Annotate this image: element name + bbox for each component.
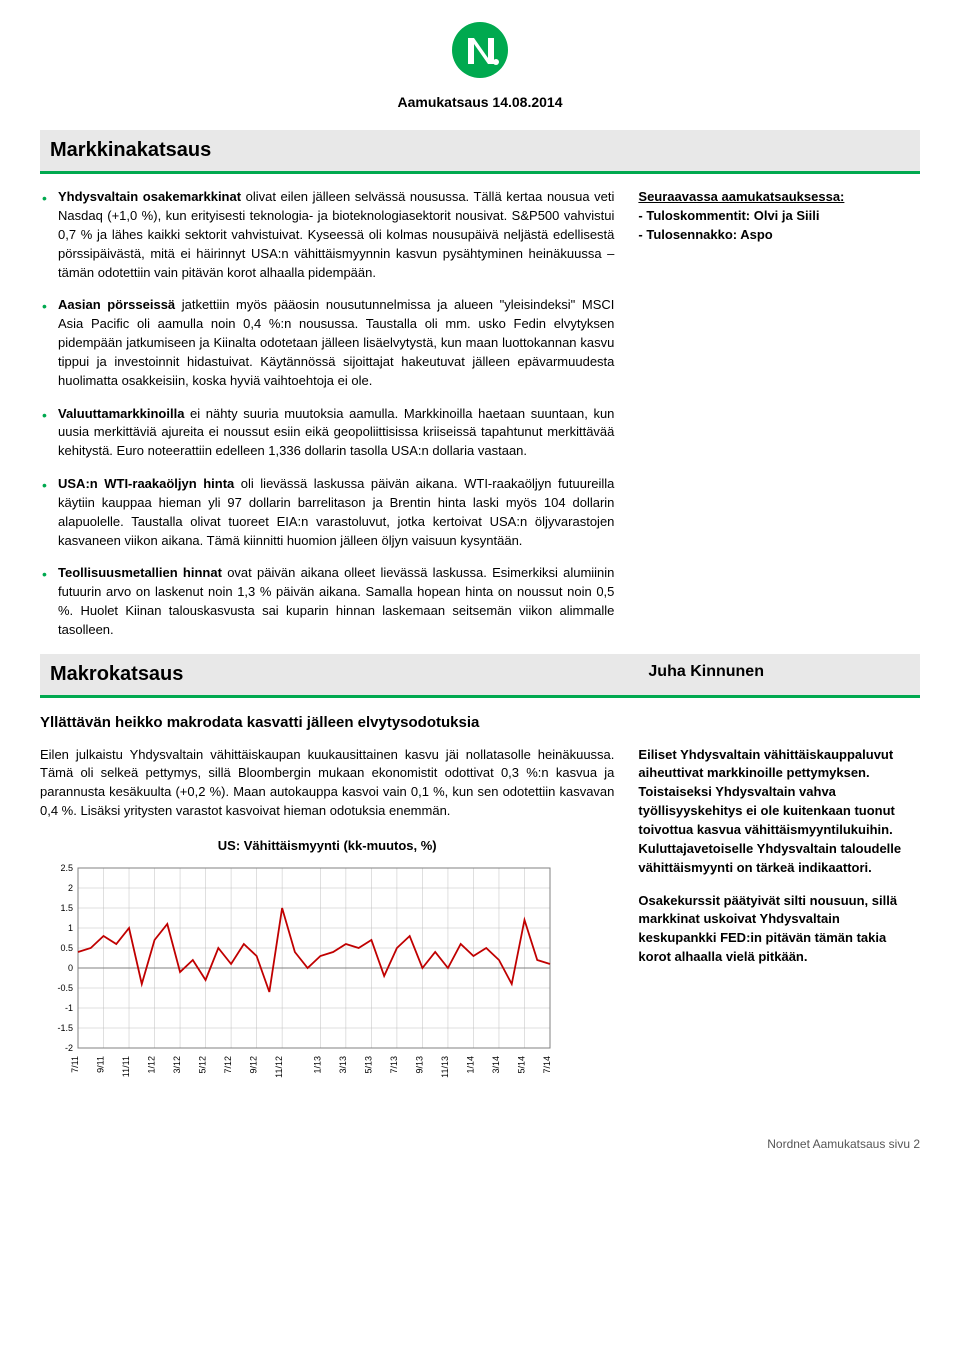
section2-side-p1: Eiliset Yhdysvaltain vähittäiskauppaluvu…: [638, 746, 920, 878]
author-name: Juha Kinnunen: [638, 654, 920, 698]
market-bullet-item: Teollisuusmetallien hinnat ovat päivän a…: [40, 564, 614, 639]
sidebar-line: - Tulosennakko: Aspo: [638, 226, 920, 245]
market-bullet-item: Valuuttamarkkinoilla ei nähty suuria muu…: [40, 405, 614, 462]
brand-logo: [40, 20, 920, 86]
svg-text:11/13: 11/13: [440, 1056, 450, 1078]
section2-side-p2: Osakekurssit päätyivät silti nousuun, si…: [638, 892, 920, 967]
sidebar-heading: Seuraavassa aamukatsauksessa:: [638, 188, 920, 207]
page-footer: Nordnet Aamukatsaus sivu 2: [40, 1136, 920, 1153]
svg-text:-1: -1: [65, 1003, 73, 1013]
nordnet-logo-icon: [450, 20, 510, 80]
svg-text:-1.5: -1.5: [57, 1023, 73, 1033]
section2-header-row: Makrokatsaus Juha Kinnunen: [40, 654, 920, 698]
section-makrokatsaus-header: Makrokatsaus: [40, 654, 638, 698]
document-date: Aamukatsaus 14.08.2014: [40, 92, 920, 112]
svg-text:7/14: 7/14: [542, 1056, 552, 1074]
svg-text:7/11: 7/11: [70, 1056, 80, 1073]
svg-text:1/12: 1/12: [147, 1056, 157, 1074]
svg-text:-2: -2: [65, 1043, 73, 1053]
svg-text:1/14: 1/14: [465, 1056, 475, 1074]
market-bullet-item: Aasian pörsseissä jatkettiin myös pääosi…: [40, 296, 614, 390]
market-bullet-item: Yhdysvaltain osakemarkkinat olivat eilen…: [40, 188, 614, 282]
market-bullet-item: USA:n WTI-raakaöljyn hinta oli lievässä …: [40, 475, 614, 550]
section1-body: Yhdysvaltain osakemarkkinat olivat eilen…: [40, 188, 920, 654]
svg-text:2: 2: [68, 883, 73, 893]
chart-title: US: Vähittäismyynti (kk-muutos, %): [40, 837, 614, 856]
svg-text:1.5: 1.5: [60, 903, 73, 913]
section2-main-para: Eilen julkaistu Yhdysvaltain vähittäiska…: [40, 746, 614, 821]
svg-text:9/13: 9/13: [414, 1056, 424, 1074]
svg-text:2.5: 2.5: [60, 863, 73, 873]
section2-sidebar: Eiliset Yhdysvaltain vähittäiskauppaluvu…: [638, 746, 920, 1106]
svg-text:5/14: 5/14: [516, 1056, 526, 1074]
svg-text:7/13: 7/13: [389, 1056, 399, 1074]
retail-chart-svg: -2 -1.5 -1 -0.5 0 0.5 1 1.5 2 2.5 7/11 9/11 11/11 1/1…: [40, 860, 560, 1100]
section2-main: Eilen julkaistu Yhdysvaltain vähittäiska…: [40, 746, 614, 1106]
svg-text:-0.5: -0.5: [57, 983, 73, 993]
svg-text:11/11: 11/11: [121, 1056, 131, 1077]
svg-text:9/12: 9/12: [249, 1056, 259, 1074]
section-markkinakatsaus-header: Markkinakatsaus: [40, 130, 920, 174]
svg-text:3/13: 3/13: [338, 1056, 348, 1074]
svg-text:11/12: 11/12: [274, 1056, 284, 1078]
svg-text:9/11: 9/11: [96, 1056, 106, 1073]
retail-chart: US: Vähittäismyynti (kk-muutos, %) -2 -1.…: [40, 837, 614, 1106]
svg-text:3/12: 3/12: [172, 1056, 182, 1074]
sidebar-line: - Tuloskommentit: Olvi ja Siili: [638, 207, 920, 226]
section1-sidebar: Seuraavassa aamukatsauksessa: - Tuloskom…: [638, 188, 920, 654]
svg-text:7/12: 7/12: [223, 1056, 233, 1074]
svg-text:3/14: 3/14: [491, 1056, 501, 1074]
svg-text:5/12: 5/12: [198, 1056, 208, 1074]
section2-body: Eilen julkaistu Yhdysvaltain vähittäiska…: [40, 746, 920, 1106]
svg-text:1/13: 1/13: [312, 1056, 322, 1074]
svg-text:5/13: 5/13: [363, 1056, 373, 1074]
svg-text:0.5: 0.5: [60, 943, 73, 953]
svg-text:1: 1: [68, 923, 73, 933]
section1-main: Yhdysvaltain osakemarkkinat olivat eilen…: [40, 188, 614, 654]
svg-text:0: 0: [68, 963, 73, 973]
market-bullets: Yhdysvaltain osakemarkkinat olivat eilen…: [40, 188, 614, 640]
section2-subheading: Yllättävän heikko makrodata kasvatti jäl…: [40, 712, 920, 734]
